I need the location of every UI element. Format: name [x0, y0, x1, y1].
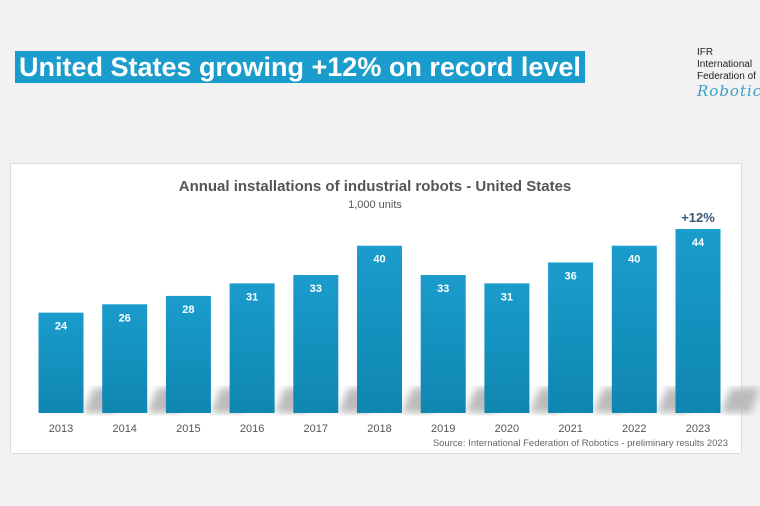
- ifr-logo: IFR International Federation of Robotics: [697, 47, 760, 99]
- x-tick-label: 2015: [176, 423, 200, 435]
- data-label: 40: [373, 254, 385, 266]
- bar-2023: [675, 229, 721, 413]
- logo-line: Federation of: [697, 71, 756, 82]
- bar-2016: [229, 283, 275, 413]
- data-label: 24: [55, 321, 68, 333]
- logo-line: International: [697, 59, 753, 70]
- bar-2020: [484, 283, 530, 413]
- x-tick-label: 2018: [367, 423, 391, 435]
- bar-2015: [165, 295, 211, 413]
- bar-2018: [357, 245, 402, 413]
- bar-2019: [420, 275, 466, 413]
- data-label: 26: [119, 312, 131, 324]
- growth-annotation: +12%: [681, 210, 715, 225]
- data-label: 33: [310, 283, 322, 295]
- data-label: 28: [182, 304, 194, 316]
- x-tick-label: 2014: [112, 423, 136, 435]
- bar-2014: [102, 304, 148, 413]
- data-label: 44: [692, 237, 705, 249]
- x-tick-label: 2023: [686, 423, 710, 435]
- bar-2013: [38, 312, 84, 413]
- bar-shadow: [720, 388, 760, 413]
- data-label: 33: [437, 283, 449, 295]
- bar-2022: [611, 245, 657, 413]
- x-tick-label: 2022: [622, 423, 646, 435]
- data-label: 36: [564, 270, 576, 282]
- x-tick-label: 2017: [304, 423, 328, 435]
- chart-title: Annual installations of industrial robot…: [179, 178, 572, 195]
- x-tick-label: 2020: [495, 423, 519, 435]
- x-tick-label: 2021: [558, 423, 582, 435]
- data-label: 31: [246, 291, 258, 303]
- bar-2021: [548, 262, 594, 413]
- chart-subtitle: 1,000 units: [348, 199, 402, 211]
- x-tick-label: 2019: [431, 423, 455, 435]
- logo-line: IFR: [697, 47, 714, 58]
- data-label: 40: [628, 254, 640, 266]
- x-tick-label: 2013: [49, 423, 73, 435]
- bar-2017: [293, 275, 339, 413]
- x-tick-label: 2016: [240, 423, 264, 435]
- page-title: United States growing +12% on record lev…: [15, 51, 585, 83]
- data-label: 31: [501, 291, 513, 303]
- logo-line: Robotics: [697, 82, 760, 100]
- source-note: Source: International Federation of Robo…: [433, 438, 728, 449]
